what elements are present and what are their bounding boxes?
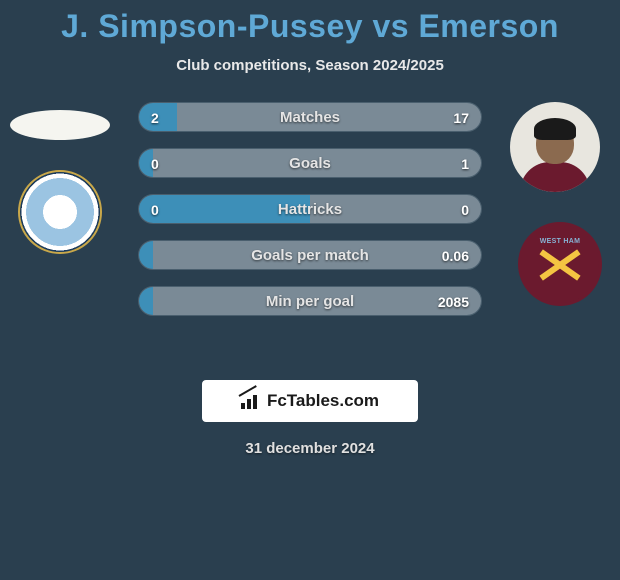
comparison-subtitle: Club competitions, Season 2024/2025 (0, 57, 620, 74)
stat-label: Min per goal (139, 287, 481, 315)
stat-row: 2085Min per goal (138, 286, 482, 316)
comparison-content: WEST HAM 217Matches 01Goals 00Hattricks 0.0… (0, 102, 620, 362)
bars-trend-icon (241, 393, 261, 409)
comparison-title: J. Simpson-Pussey vs Emerson (0, 0, 620, 45)
stat-row: 217Matches (138, 102, 482, 132)
stat-label: Matches (139, 103, 481, 131)
right-club-badge: WEST HAM (518, 222, 602, 306)
westham-badge-text: WEST HAM (530, 238, 590, 245)
branding-text: FcTables.com (267, 391, 379, 411)
right-player-column: WEST HAM (510, 102, 610, 306)
stat-label: Hattricks (139, 195, 481, 223)
stat-label: Goals per match (139, 241, 481, 269)
snapshot-date: 31 december 2024 (0, 440, 620, 457)
stat-row: 0.06Goals per match (138, 240, 482, 270)
left-club-badge (18, 170, 102, 254)
right-player-avatar (510, 102, 600, 192)
left-player-column (10, 102, 110, 254)
stat-bars: 217Matches 01Goals 00Hattricks 0.06Goals pe… (138, 102, 482, 332)
stat-label: Goals (139, 149, 481, 177)
branding-box: FcTables.com (202, 380, 418, 422)
left-player-avatar (10, 110, 110, 140)
stat-row: 00Hattricks (138, 194, 482, 224)
stat-row: 01Goals (138, 148, 482, 178)
